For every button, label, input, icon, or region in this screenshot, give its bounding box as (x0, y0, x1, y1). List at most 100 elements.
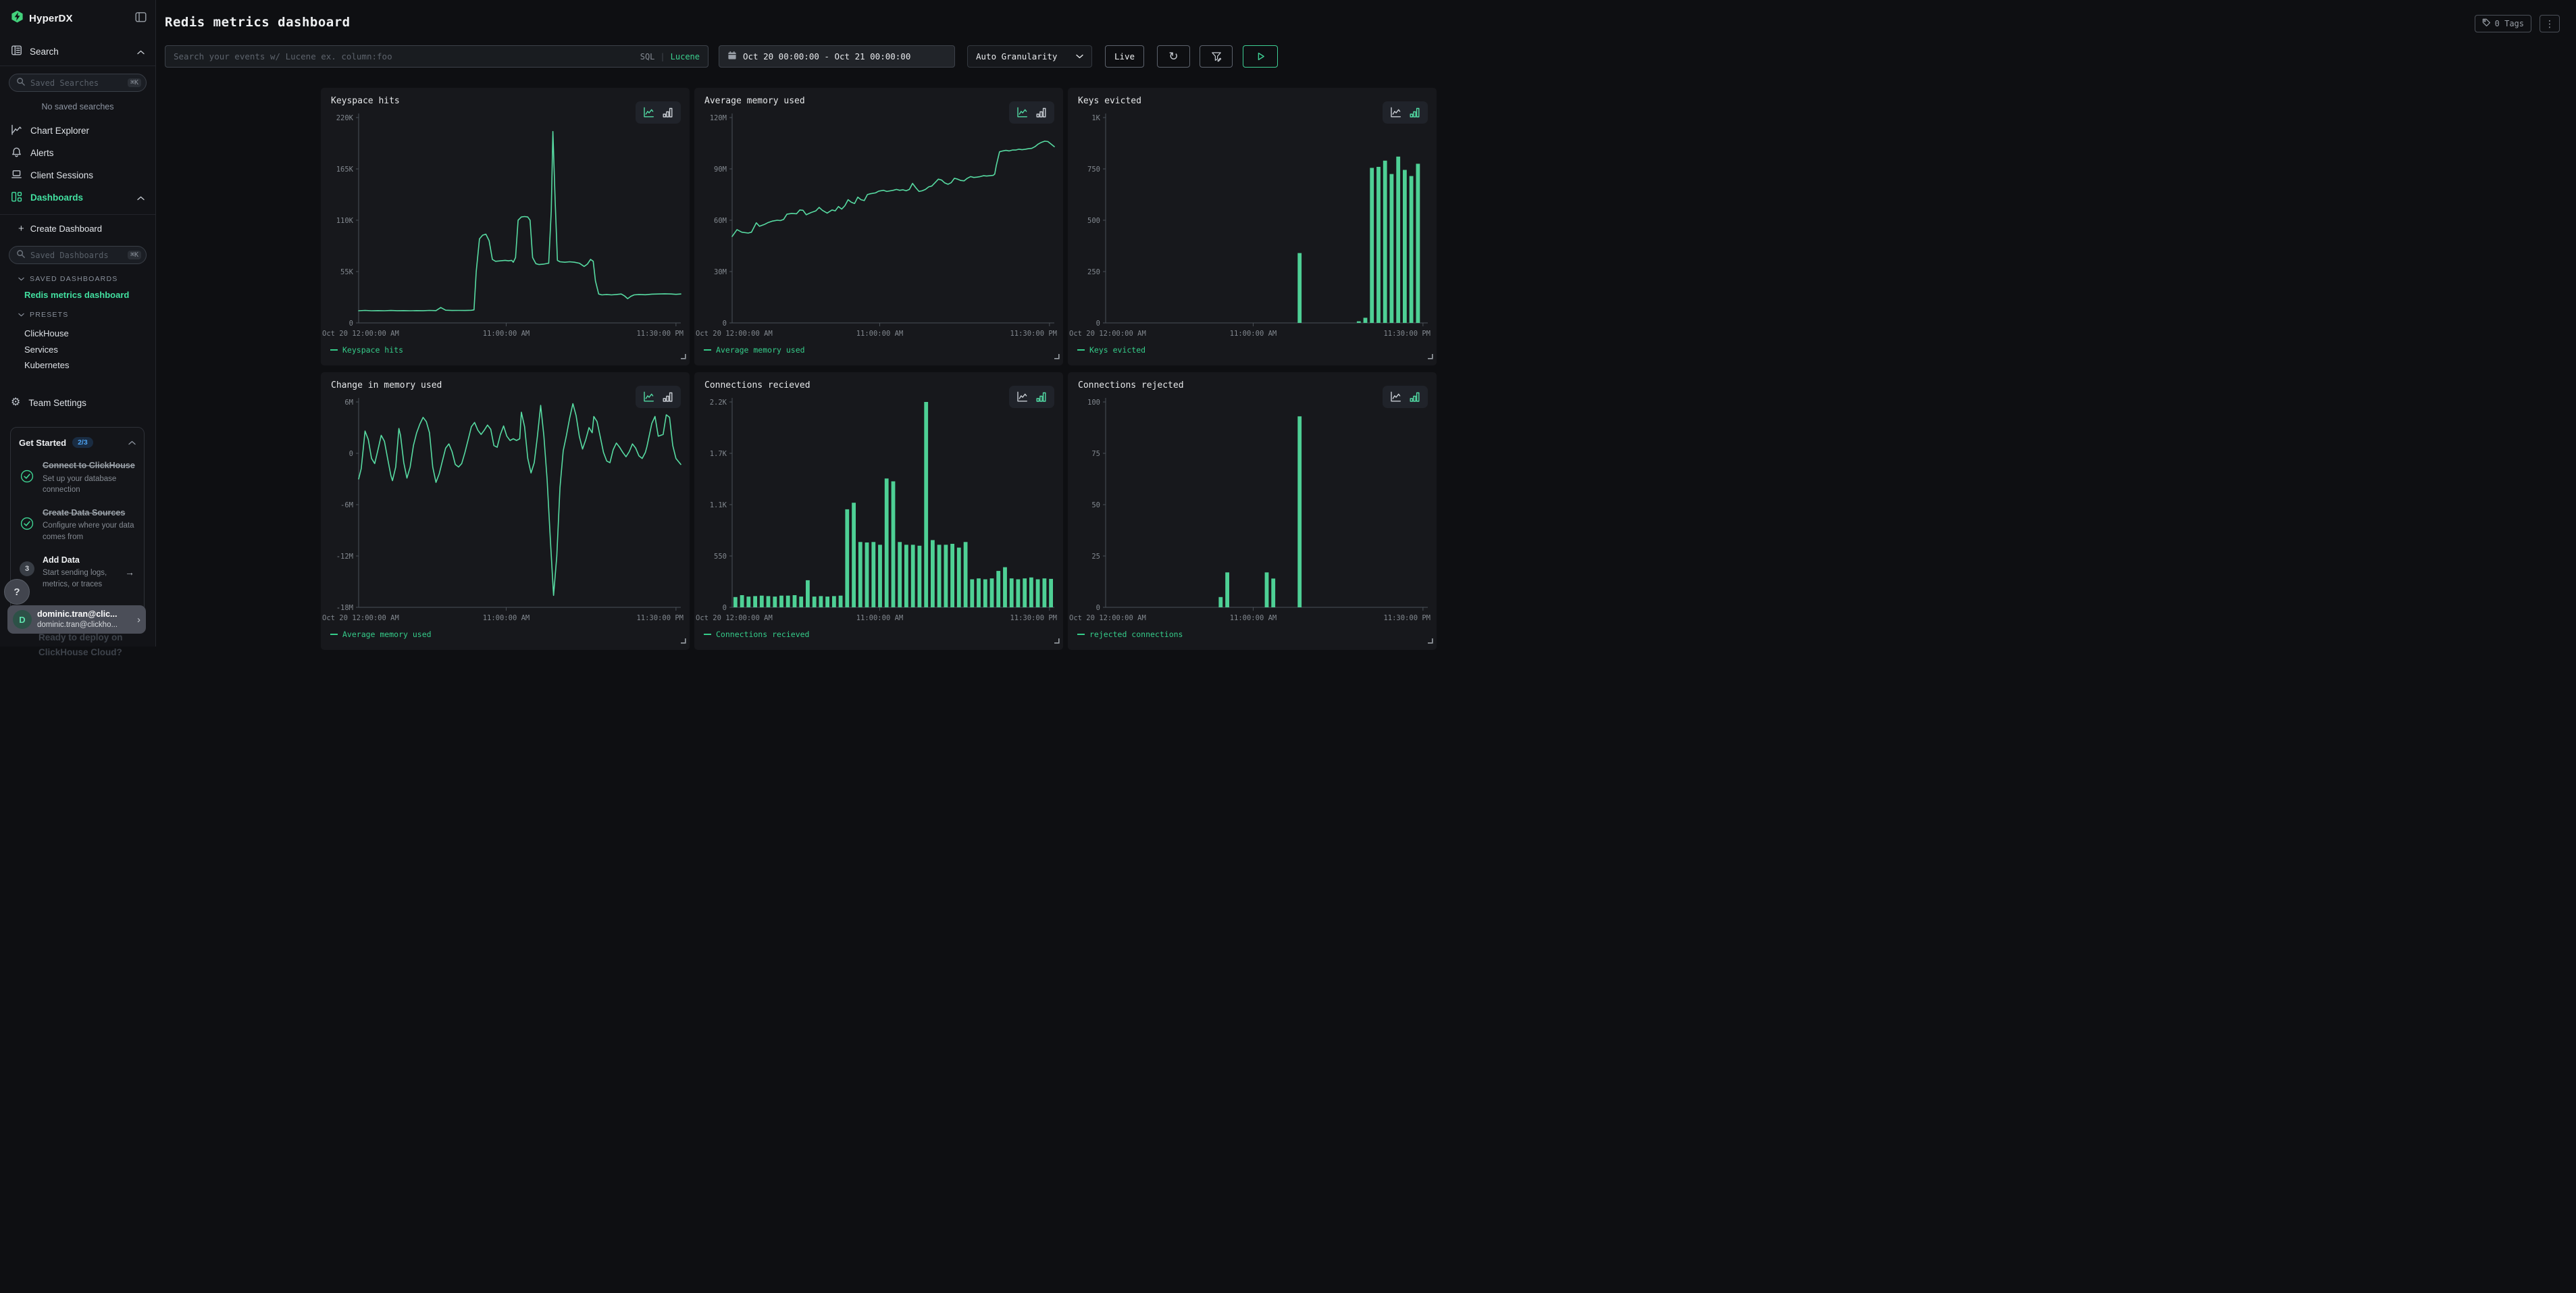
team-settings-label: Team Settings (28, 398, 86, 408)
date-range-picker[interactable]: Oct 20 00:00:00 - Oct 21 00:00:00 (719, 45, 955, 68)
filter-button[interactable] (1200, 45, 1233, 68)
tags-button[interactable]: 0 Tags (2475, 15, 2531, 32)
presets-section[interactable]: PRESETS (18, 311, 147, 319)
line-chart-icon[interactable] (643, 107, 654, 118)
create-dashboard-button[interactable]: + Create Dashboard (0, 218, 155, 238)
resize-handle[interactable] (1427, 635, 1433, 647)
chart-panel-connections-rejected: Connections rejected 1007550250Oct 20 12… (1068, 372, 1437, 650)
chevron-down-icon (1076, 54, 1083, 59)
svg-text:11:30:00 PM: 11:30:00 PM (1010, 614, 1057, 622)
bar-chart-icon[interactable] (662, 107, 673, 118)
svg-text:750: 750 (1087, 166, 1100, 174)
event-search-input[interactable]: Search your events w/ Lucene ex. column:… (165, 45, 709, 68)
svg-text:Oct 20 12:00:00 AM: Oct 20 12:00:00 AM (1069, 330, 1146, 338)
svg-text:165K: 165K (336, 166, 354, 174)
line-chart-icon[interactable] (1390, 391, 1401, 403)
chart-view-toggle[interactable] (1383, 386, 1428, 408)
svg-text:-12M: -12M (336, 553, 353, 561)
chart-view-toggle[interactable] (1009, 386, 1054, 408)
sidebar-item-client-sessions[interactable]: Client Sessions (0, 164, 155, 186)
refresh-button[interactable]: ↻ (1157, 45, 1190, 68)
bar-chart-icon[interactable] (1035, 107, 1047, 118)
search-section-icon (11, 45, 22, 58)
search-input-placeholder: Search your events w/ Lucene ex. column:… (174, 51, 392, 61)
run-query-button[interactable] (1243, 45, 1278, 68)
resize-handle[interactable] (1054, 351, 1060, 363)
user-profile[interactable]: D dominic.tran@clic... dominic.tran@clic… (7, 605, 146, 634)
lucene-mode-toggle[interactable]: Lucene (671, 52, 700, 61)
svg-text:0: 0 (349, 450, 353, 458)
chart-panel-keys-evicted: Keys evicted 1K7505002500Oct 20 12:00:00… (1068, 88, 1437, 365)
line-chart-icon[interactable] (1016, 391, 1028, 403)
saved-searches-input[interactable]: Saved Searches ⌘K (9, 74, 147, 92)
saved-dashboards-section[interactable]: SAVED DASHBOARDS (18, 275, 147, 283)
step-number-badge: 3 (20, 561, 34, 576)
chart-view-toggle[interactable] (636, 101, 681, 124)
tags-button-label: 0 Tags (2495, 19, 2524, 28)
bar-chart-icon[interactable] (1035, 391, 1047, 403)
preset-clickhouse[interactable]: ClickHouse (0, 326, 155, 342)
line-chart-icon[interactable] (1390, 107, 1401, 118)
svg-text:0: 0 (723, 320, 727, 328)
svg-text:25: 25 (1091, 553, 1100, 561)
get-started-step-2[interactable]: Create Data Sources Configure where your… (19, 507, 136, 543)
svg-text:11:00:00 AM: 11:00:00 AM (483, 330, 530, 338)
legend-swatch (1077, 634, 1085, 635)
sidebar-item-dashboards[interactable]: Dashboards (0, 186, 155, 209)
sidebar-item-search[interactable]: Search (0, 43, 155, 60)
search-icon (16, 249, 26, 261)
svg-text:11:00:00 AM: 11:00:00 AM (1230, 330, 1277, 338)
get-started-step-1[interactable]: Connect to ClickHouse Set up your databa… (19, 460, 136, 496)
bar-chart-icon[interactable] (1409, 391, 1420, 403)
resize-handle[interactable] (680, 635, 686, 647)
resize-handle[interactable] (1427, 351, 1433, 363)
preset-kubernetes[interactable]: Kubernetes (0, 357, 155, 374)
sql-mode-toggle[interactable]: SQL (640, 52, 655, 61)
granularity-select[interactable]: Auto Granularity (967, 45, 1092, 68)
get-started-title: Get Started (19, 438, 66, 448)
sidebar-item-alerts[interactable]: Alerts (0, 142, 155, 164)
chart-panel-keyspace-hits: Keyspace hits 220K165K110K55K0Oct 20 12:… (321, 88, 690, 365)
chart-legend: Connections recieved (704, 630, 809, 639)
chart-title: Average memory used (704, 96, 805, 106)
svg-text:11:30:00 PM: 11:30:00 PM (1010, 330, 1057, 338)
chevron-up-icon[interactable] (137, 47, 145, 57)
brand[interactable]: HyperDX (0, 0, 155, 26)
step-desc: Set up your database connection (43, 474, 136, 496)
svg-text:-18M: -18M (336, 604, 353, 612)
arrow-right-icon: → (125, 567, 136, 578)
sidebar-collapse-icon[interactable] (135, 11, 147, 26)
chart-view-toggle[interactable] (1009, 101, 1054, 124)
chart-view-toggle[interactable] (636, 386, 681, 408)
sidebar-item-team-settings[interactable]: ⚙ Team Settings (0, 392, 155, 414)
saved-searches-placeholder: Saved Searches (30, 78, 99, 88)
saved-dashboards-input[interactable]: Saved Dashboards ⌘K (9, 246, 147, 264)
section-header-label: PRESETS (30, 311, 68, 319)
sidebar-item-chart-explorer[interactable]: Chart Explorer (0, 120, 155, 142)
sidebar-item-redis-dashboard[interactable]: Redis metrics dashboard (0, 290, 155, 300)
chevron-up-icon[interactable] (128, 436, 136, 449)
resize-handle[interactable] (1054, 635, 1060, 647)
section-header-label: SAVED DASHBOARDS (30, 275, 118, 283)
step-title: Add Data (43, 555, 118, 567)
live-button[interactable]: Live (1105, 45, 1144, 68)
chart-plot: 1K7505002500Oct 20 12:00:00 AM11:00:00 A… (1068, 88, 1437, 365)
chart-legend: Keys evicted (1077, 345, 1145, 355)
more-menu-button[interactable]: ⋮ (2540, 15, 2560, 32)
svg-text:Oct 20 12:00:00 AM: Oct 20 12:00:00 AM (1069, 614, 1146, 622)
get-started-step-3[interactable]: 3 Add Data Start sending logs, metrics, … (19, 555, 136, 590)
help-button[interactable]: ? (4, 579, 30, 605)
bar-chart-icon[interactable] (662, 391, 673, 403)
bell-icon (11, 147, 22, 160)
laptop-icon (11, 169, 22, 182)
play-icon (1256, 51, 1266, 61)
line-chart-icon[interactable] (1016, 107, 1028, 118)
chart-view-toggle[interactable] (1383, 101, 1428, 124)
resize-handle[interactable] (680, 351, 686, 363)
line-chart-icon[interactable] (643, 391, 654, 403)
svg-text:1.1K: 1.1K (710, 501, 727, 509)
bar-chart-icon[interactable] (1409, 107, 1420, 118)
chevron-up-icon[interactable] (137, 193, 145, 203)
chart-plot: 6M0-6M-12M-18MOct 20 12:00:00 AM11:00:00… (321, 372, 690, 650)
preset-services[interactable]: Services (0, 342, 155, 358)
